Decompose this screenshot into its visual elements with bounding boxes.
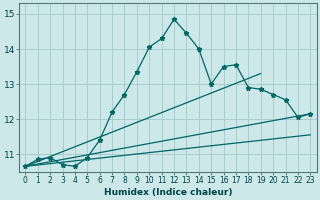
X-axis label: Humidex (Indice chaleur): Humidex (Indice chaleur) xyxy=(104,188,232,197)
